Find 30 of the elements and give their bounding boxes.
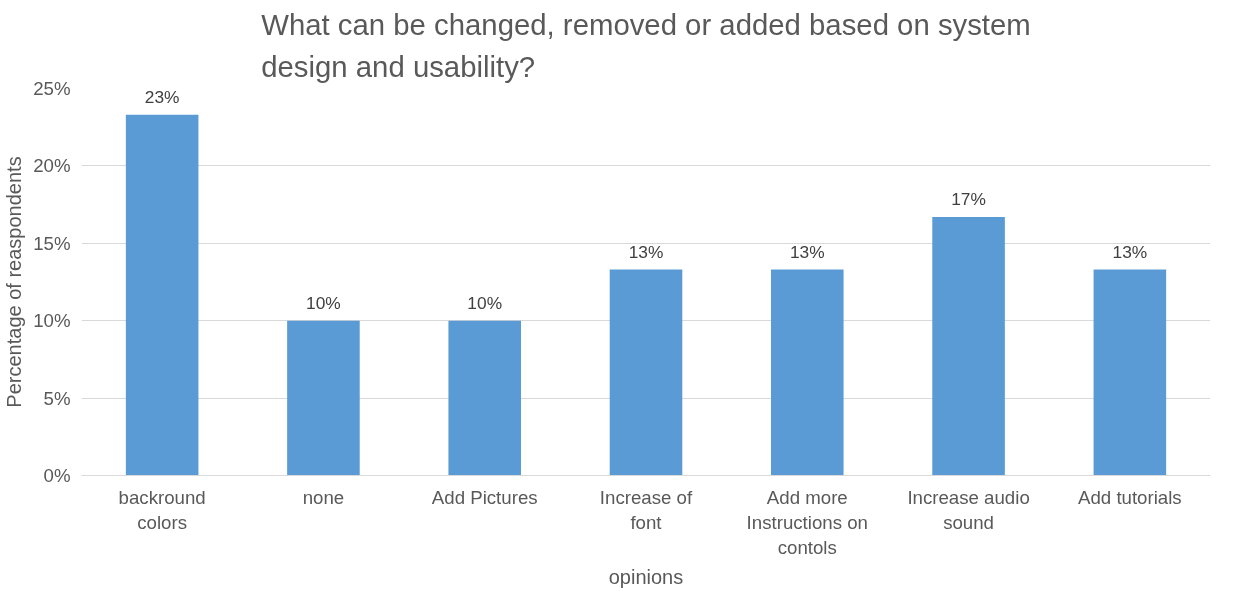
bar <box>1093 269 1167 476</box>
y-tick-label: 15% <box>33 232 71 254</box>
y-tick-label: 25% <box>33 78 71 99</box>
bar <box>287 320 360 476</box>
bar <box>771 269 844 476</box>
data-label: 23% <box>144 86 180 107</box>
bar <box>609 269 683 476</box>
x-tick-label: Increase of font <box>599 486 693 533</box>
y-tick-label: 0% <box>43 465 71 486</box>
x-tick-label: Add tutorials <box>1078 486 1182 508</box>
data-label: 17% <box>951 188 986 209</box>
x-axis-title: opinions <box>608 565 684 588</box>
data-label: 13% <box>628 241 664 262</box>
x-tick-label: Increase audio sound <box>907 486 1030 533</box>
data-label: 13% <box>1112 241 1148 262</box>
y-axis-title: Percentage of reaspondents <box>3 156 26 408</box>
bar <box>448 320 521 476</box>
x-tick-label: none <box>302 486 345 508</box>
y-tick-label: 20% <box>33 155 71 177</box>
x-tick-label: Add more Instructions on contols <box>746 486 868 558</box>
chart-title: What can be changed, removed or added based on system design and usability? <box>261 7 1031 84</box>
x-tick-label: Add Pictures <box>431 486 538 508</box>
y-tick-label: 10% <box>33 310 71 332</box>
data-label: 13% <box>789 241 825 262</box>
y-tick-label: 5% <box>43 387 71 409</box>
data-label: 10% <box>306 292 341 313</box>
data-label: 10% <box>467 292 503 313</box>
bar <box>932 216 1005 476</box>
bar <box>125 114 199 476</box>
x-tick-label: backround colors <box>118 486 206 533</box>
